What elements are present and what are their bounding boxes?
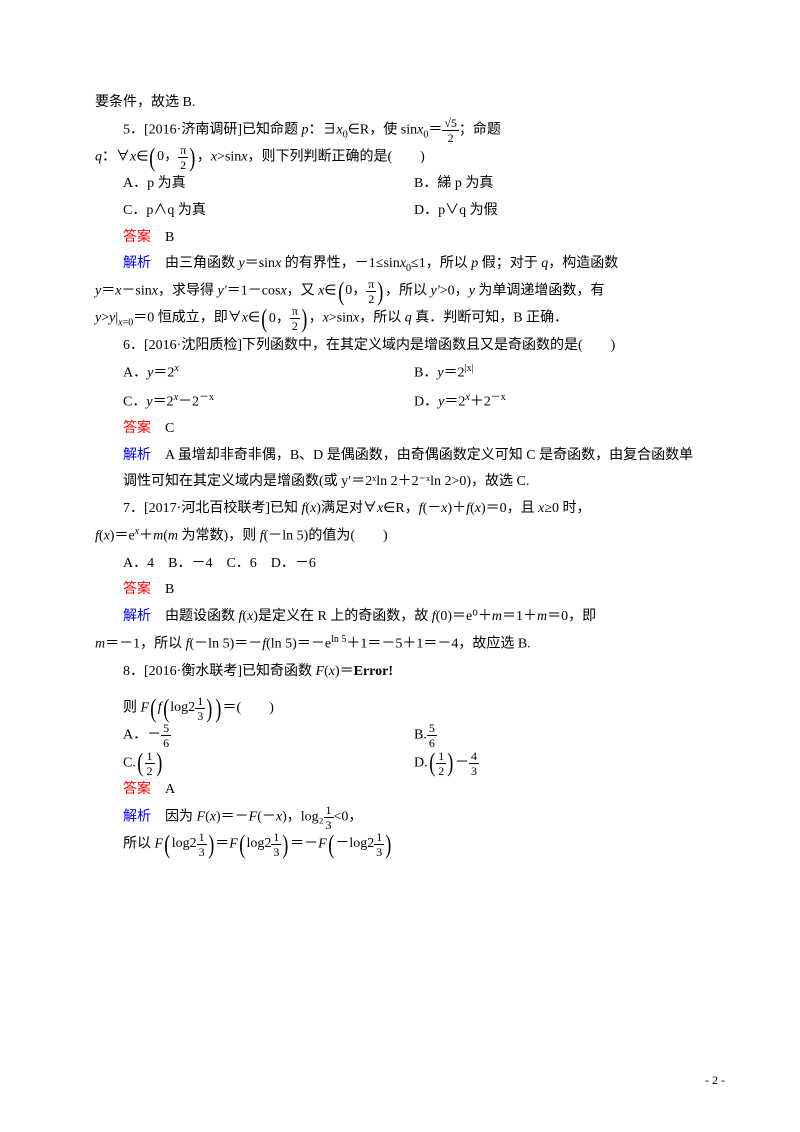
q6-opt-d: D．y＝2x＋2－x [414, 388, 705, 416]
text: ∈ [136, 150, 148, 165]
answer-value: B [151, 230, 174, 245]
q5-options-row1: A．p 为真 B．綈 p 为真 [95, 171, 705, 198]
page-number: - 2 - [705, 1069, 725, 1092]
q5-answer: 答案 B [95, 225, 705, 252]
q6-stem: 6．[2016·沈阳质检]下列函数中，在其定义域内是增函数且又是奇函数的是( ) [95, 333, 705, 360]
q8-opt-b: B.56 [414, 722, 705, 749]
q6-options-row2: C．y＝2x－2－x D．y＝2x＋2－x [95, 388, 705, 416]
q6-opt-b: B．y＝2|x| [414, 359, 705, 387]
answer-value: A [151, 782, 175, 797]
q8-opt-c: C.(12) [123, 750, 414, 777]
explain-label: 解析 [123, 809, 151, 824]
q7-stem-line1: 7．[2017·河北百校联考]已知 f(x)满足对∀x∈R，f(－x)＋f(x)… [95, 496, 705, 523]
q7-explain-2: m＝－1，所以 f(－ln 5)＝－f(ln 5)＝－eln 5＋1＝－5＋1＝… [95, 630, 705, 658]
q8-line2: 则 F(f(log213))＝( ) [95, 695, 705, 722]
text: ，则下列判断正确的是( ) [248, 150, 425, 165]
answer-value: B [151, 582, 174, 597]
text: 5．[2016·济南调研]已知命题 [123, 122, 302, 137]
q7-answer: 答案 B [95, 577, 705, 604]
text: ， [197, 150, 211, 165]
q5-explain-3: y>y|x=0＝0 恒成立，即∀x∈(0，π2)，x>sinx，所以 q 真．判… [95, 305, 705, 333]
error-text: Error! [354, 664, 393, 679]
q5-opt-b: B．綈 p 为真 [414, 171, 705, 198]
answer-label: 答案 [123, 230, 151, 245]
q6-answer: 答案 C [95, 416, 705, 443]
text: ∈R，使 sin [348, 122, 417, 137]
var-q: q [95, 150, 102, 165]
q5-explain-1: 解析 由三角函数 y＝sinx 的有界性，－1≤sinx0≤1，所以 p 假；对… [95, 251, 705, 278]
q8-stem: 8．[2016·衡水联考]已知奇函数 F(x)＝Error! [95, 659, 705, 686]
document-page: 要条件，故选 B. 5．[2016·济南调研]已知命题 p：∃x0∈R，使 si… [0, 0, 800, 1132]
q8-opt-a: A．－56 [123, 722, 414, 749]
explain-label: 解析 [123, 448, 151, 463]
explain-label: 解析 [123, 256, 151, 271]
var-p: p [302, 122, 309, 137]
text: ＝ [428, 122, 442, 137]
q8-explain-1: 解析 因为 F(x)＝－F(－x)，log₂13<0， [95, 804, 705, 831]
continuation-text: 要条件，故选 B. [95, 90, 705, 117]
q5-stem-line2: q：∀x∈(0，π2)，x>sinx，则下列判断正确的是( ) [95, 144, 705, 171]
q8-explain-2: 所以 F(log213)＝F(log213)＝－F(－log213) [95, 831, 705, 858]
q8-options-row1: A．－56 B.56 [95, 722, 705, 749]
q6-explain: 解析 A 虽增却非奇非偶，B、D 是偶函数，由奇偶函数定义可知 C 是奇函数，由… [95, 443, 705, 496]
q6-opt-c: C．y＝2x－2－x [123, 388, 414, 416]
interval: (0，π2) [148, 144, 196, 171]
text: ：∃ [309, 122, 337, 137]
q8-answer: 答案 A [95, 777, 705, 804]
text: ；命题 [459, 122, 501, 137]
answer-label: 答案 [123, 582, 151, 597]
q5-options-row2: C．p∧q 为真 D．p∨q 为假 [95, 198, 705, 225]
q5-stem-line1: 5．[2016·济南调研]已知命题 p：∃x0∈R，使 sinx0＝√52；命题 [95, 117, 705, 145]
q5-opt-d: D．p∨q 为假 [414, 198, 705, 225]
q7-stem-line2: f(x)＝ex＋m(m 为常数)，则 f(－ln 5)的值为( ) [95, 522, 705, 550]
q8-options-row2: C.(12) D.(12)－43 [95, 750, 705, 777]
q7-explain-1: 解析 由题设函数 f(x)是定义在 R 上的奇函数，故 f(0)＝e⁰＋m＝1＋… [95, 604, 705, 631]
q6-opt-a: A．y＝2x [123, 359, 414, 387]
text: ：∀ [102, 150, 130, 165]
explain-label: 解析 [123, 609, 151, 624]
q7-options: A．4 B．－4 C．6 D．－6 [95, 551, 705, 578]
answer-label: 答案 [123, 782, 151, 797]
q8-opt-d: D.(12)－43 [414, 750, 705, 777]
q6-options-row1: A．y＝2x B．y＝2|x| [95, 359, 705, 387]
text: >sin [217, 150, 241, 165]
answer-value: C [151, 421, 174, 436]
q5-opt-a: A．p 为真 [123, 171, 414, 198]
q5-opt-c: C．p∧q 为真 [123, 198, 414, 225]
answer-label: 答案 [123, 421, 151, 436]
fraction: √52 [442, 117, 459, 144]
q5-explain-2: y＝x－sinx，求导得 y′＝1－cosx，又 x∈(0，π2)，所以 y′>… [95, 278, 705, 305]
